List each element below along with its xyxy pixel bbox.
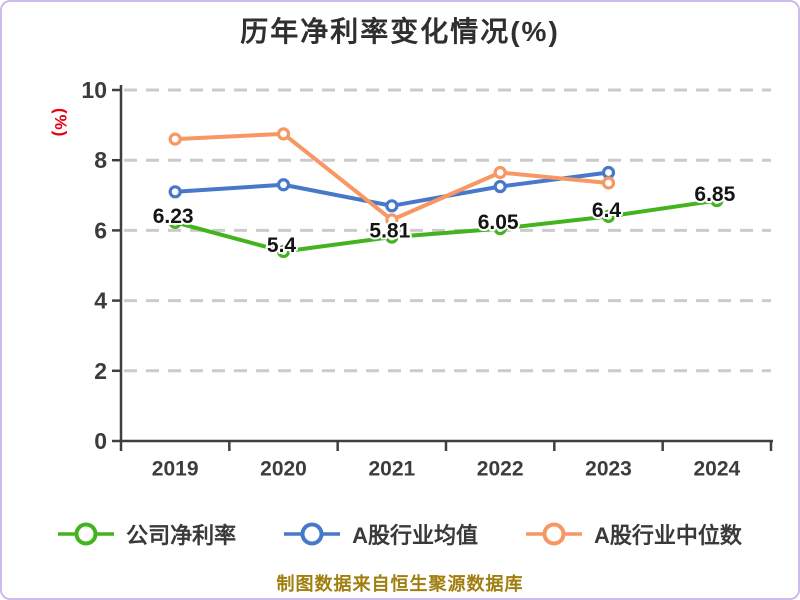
- legend-marker-icon-2: [526, 522, 582, 546]
- x-tick-label-2024: 2024: [693, 458, 740, 481]
- data-label-2023: 6.4: [592, 199, 622, 222]
- data-label-2024: 6.85: [694, 183, 735, 206]
- series-1-point-2021: [385, 199, 399, 213]
- x-tick-label-2022: 2022: [477, 458, 524, 481]
- x-tick-label-2020: 2020: [260, 458, 307, 481]
- legend-label-1: A股行业均值: [352, 523, 478, 548]
- data-label-2020: 5.4: [267, 234, 297, 257]
- series-2-point-2023: [601, 176, 616, 190]
- legend-marker-icon-0: [58, 522, 115, 546]
- series-0-point-2024: [710, 193, 724, 208]
- y-tick-label-2: 2: [94, 358, 107, 384]
- legend: 公司净利率 A股行业均值 A股行业中位数: [0, 516, 800, 552]
- series-0-point-2020: [276, 244, 291, 259]
- y-tick-label-8: 8: [94, 147, 107, 173]
- data-source-caption: 制图数据来自恒生聚源数据库: [276, 574, 524, 594]
- series-2-point-2021: [385, 213, 399, 227]
- series-2-point-2022: [493, 165, 507, 180]
- series-0-point-2019: [168, 215, 182, 229]
- legend-item-1: A股行业均值: [284, 518, 478, 550]
- series-2-point-2019: [168, 132, 182, 146]
- legend-label-2: A股行业中位数: [594, 523, 742, 548]
- legend-item-0: 公司净利率: [58, 518, 236, 550]
- line-chart-canvas: 0 2 4 6 8 10 2019 2020 2021 2022 2023 2024 6.23 5.4 5.…: [81, 77, 773, 481]
- series-0-point-2022: [493, 222, 507, 236]
- data-label-2019: 6.23: [153, 205, 194, 228]
- data-label-2022: 6.05: [478, 211, 519, 234]
- y-tick-label-0: 0: [94, 428, 107, 454]
- chart-title: 历年净利率变化情况(%): [240, 16, 560, 47]
- legend-label-0: 公司净利率: [126, 523, 237, 548]
- series-1-point-2023: [601, 165, 616, 180]
- series-1-point-2022: [493, 179, 507, 194]
- legend-marker-icon-1: [284, 522, 341, 546]
- series-1-point-2020: [276, 178, 291, 192]
- series-0-point-2021: [385, 230, 399, 244]
- y-tick-label-6: 6: [94, 217, 107, 243]
- series-0-point-2023: [601, 209, 616, 223]
- series-0-line: [173, 198, 719, 254]
- y-tick-label-4: 4: [94, 288, 107, 314]
- y-axis-unit-label: (%): [51, 108, 70, 138]
- x-tick-label-2023: 2023: [585, 458, 632, 481]
- y-tick-label-10: 10: [81, 77, 107, 103]
- x-tick-label-2019: 2019: [152, 458, 199, 481]
- series-1-point-2019: [168, 185, 182, 199]
- series-2-point-2020: [276, 127, 291, 141]
- x-tick-label-2021: 2021: [368, 458, 415, 481]
- data-label-2021: 5.81: [369, 220, 410, 243]
- legend-item-2: A股行业中位数: [526, 518, 742, 550]
